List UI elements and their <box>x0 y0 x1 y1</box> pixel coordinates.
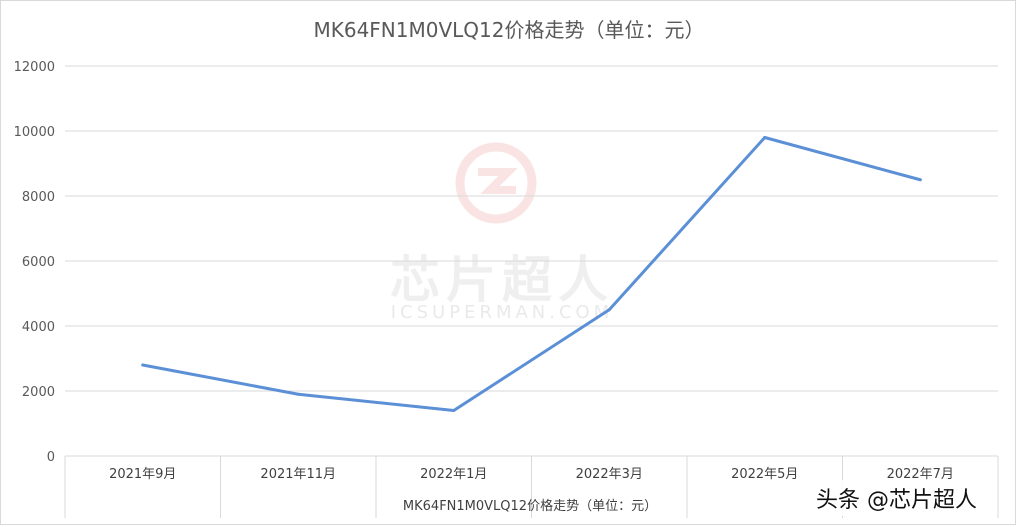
x-tick-label: 2022年5月 <box>731 467 798 482</box>
x-tick-label: 2021年11月 <box>260 467 336 482</box>
watermark-logo-icon <box>455 142 537 224</box>
chart-title: MK64FN1M0VLQ12价格走势（单位：元） <box>313 18 705 42</box>
legend-series-label: MK64FN1M0VLQ12价格走势（单位：元） <box>402 499 658 514</box>
x-tick-label: 2022年1月 <box>420 467 487 482</box>
data-point <box>607 308 611 312</box>
data-point <box>452 409 456 412</box>
data-point <box>296 392 300 396</box>
series-line <box>141 136 922 412</box>
y-tick-label: 12000 <box>14 60 55 75</box>
data-point <box>918 178 922 182</box>
y-tick-label: 4000 <box>22 320 55 335</box>
x-tick-label: 2022年7月 <box>887 467 954 482</box>
data-point <box>141 363 145 367</box>
y-tick-label: 8000 <box>22 190 55 205</box>
source-credit: 头条 @芯片超人 <box>812 480 981 516</box>
y-tick-label: 0 <box>47 450 55 465</box>
y-tick-label: 6000 <box>22 255 55 270</box>
y-tick-label: 10000 <box>14 125 55 140</box>
x-tick-label: 2022年3月 <box>576 467 643 482</box>
x-tick-label: 2021年9月 <box>109 467 176 482</box>
y-tick-label: 2000 <box>22 385 55 400</box>
watermark-subtext: ICSUPERMAN.COM <box>390 302 614 323</box>
data-point <box>763 136 767 139</box>
